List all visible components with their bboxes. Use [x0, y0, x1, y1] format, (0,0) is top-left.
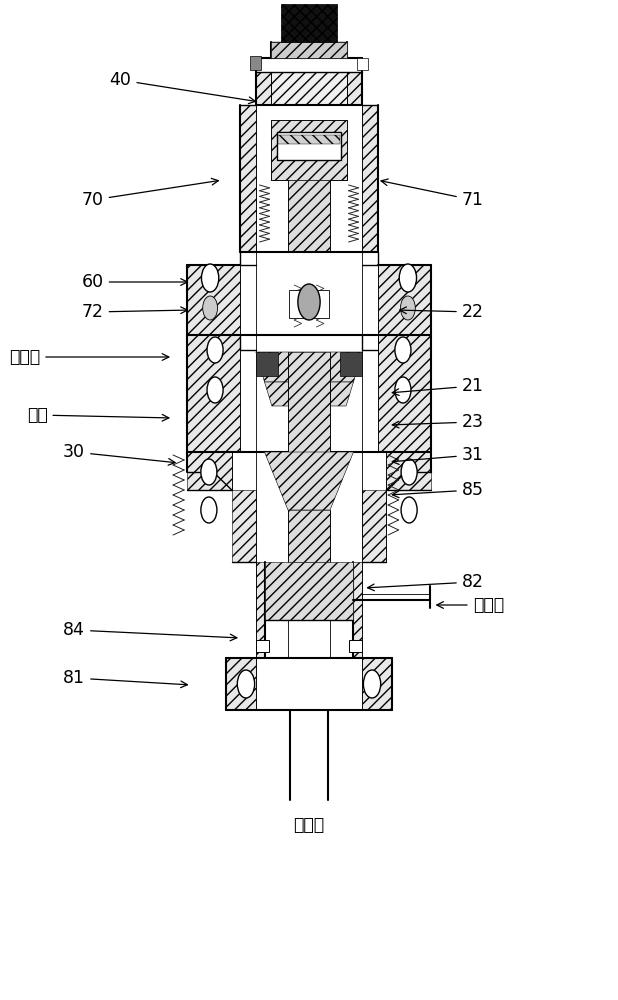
Polygon shape [271, 42, 347, 58]
Text: 辅冷水: 辅冷水 [437, 596, 504, 614]
Text: 30: 30 [63, 443, 175, 465]
Polygon shape [353, 562, 362, 658]
Circle shape [395, 337, 411, 363]
Polygon shape [386, 452, 431, 490]
Bar [256, 640, 269, 652]
Text: 热水: 热水 [27, 406, 169, 424]
Circle shape [201, 497, 217, 523]
Polygon shape [265, 562, 353, 620]
Circle shape [400, 296, 415, 320]
Circle shape [395, 377, 411, 403]
Bar [277, 132, 341, 160]
Circle shape [203, 296, 218, 320]
Text: 恒温水: 恒温水 [294, 816, 324, 834]
Polygon shape [187, 265, 240, 335]
Polygon shape [256, 72, 271, 105]
Polygon shape [226, 658, 256, 710]
Circle shape [399, 264, 417, 292]
Bar [349, 640, 362, 652]
Text: 85: 85 [392, 481, 484, 499]
Bar [357, 58, 368, 70]
Polygon shape [271, 72, 347, 105]
Bar [281, 4, 337, 42]
Text: 70: 70 [82, 178, 218, 209]
Circle shape [207, 377, 223, 403]
Polygon shape [347, 72, 362, 105]
Circle shape [237, 670, 255, 698]
Circle shape [298, 284, 320, 320]
Circle shape [363, 670, 381, 698]
Text: 21: 21 [392, 377, 484, 395]
Polygon shape [288, 510, 330, 562]
Circle shape [201, 264, 219, 292]
Text: 72: 72 [82, 303, 187, 321]
Polygon shape [378, 335, 431, 452]
Text: 84: 84 [63, 621, 237, 641]
Bar [250, 56, 261, 70]
Polygon shape [232, 490, 256, 562]
Polygon shape [271, 120, 347, 180]
Polygon shape [187, 452, 232, 490]
Polygon shape [288, 180, 330, 252]
Text: 22: 22 [400, 303, 484, 321]
Circle shape [401, 459, 417, 485]
Text: 主冷水: 主冷水 [9, 348, 169, 366]
Text: 82: 82 [368, 573, 484, 591]
Text: 60: 60 [82, 273, 187, 291]
Polygon shape [278, 135, 340, 144]
Polygon shape [362, 490, 386, 562]
Polygon shape [256, 352, 362, 382]
Circle shape [207, 337, 223, 363]
Text: 23: 23 [392, 413, 484, 431]
Polygon shape [362, 658, 392, 710]
Polygon shape [187, 335, 240, 452]
Polygon shape [378, 265, 431, 335]
Circle shape [201, 459, 217, 485]
Polygon shape [288, 352, 330, 452]
Bar [289, 290, 329, 318]
Polygon shape [265, 382, 353, 406]
Bar [340, 352, 362, 376]
Polygon shape [362, 105, 378, 252]
Circle shape [401, 497, 417, 523]
Text: 71: 71 [381, 179, 484, 209]
Polygon shape [265, 452, 353, 510]
Text: 31: 31 [392, 446, 484, 464]
Text: 81: 81 [63, 669, 187, 688]
Bar [256, 352, 278, 376]
Polygon shape [256, 562, 265, 658]
Text: 40: 40 [109, 71, 255, 104]
Polygon shape [240, 105, 256, 252]
